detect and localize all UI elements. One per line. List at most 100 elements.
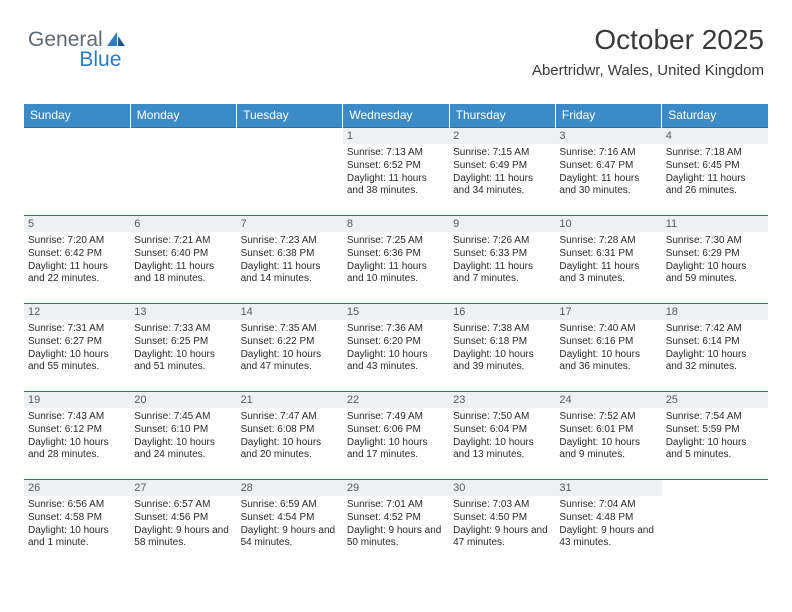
day-number: 16 — [449, 304, 555, 320]
sunrise-line: Sunrise: 7:52 AM — [559, 411, 657, 424]
sunrise-line: Sunrise: 7:49 AM — [347, 411, 445, 424]
day-details: Sunrise: 7:54 AMSunset: 5:59 PMDaylight:… — [662, 410, 768, 464]
daylight-line: Daylight: 10 hours and 39 minutes. — [453, 349, 551, 375]
day-number: 31 — [555, 480, 661, 496]
day-number: 1 — [343, 128, 449, 144]
daylight-line: Daylight: 10 hours and 5 minutes. — [666, 437, 764, 463]
day-number: 23 — [449, 392, 555, 408]
daylight-line: Daylight: 10 hours and 28 minutes. — [28, 437, 126, 463]
sunrise-line: Sunrise: 7:50 AM — [453, 411, 551, 424]
sunset-line: Sunset: 6:29 PM — [666, 248, 764, 261]
daylight-line: Daylight: 10 hours and 1 minute. — [28, 525, 126, 551]
calendar-cell: 9Sunrise: 7:26 AMSunset: 6:33 PMDaylight… — [449, 216, 555, 304]
sunset-line: Sunset: 6:04 PM — [453, 424, 551, 437]
calendar-table: Sunday Monday Tuesday Wednesday Thursday… — [24, 104, 768, 568]
calendar-week-row: 26Sunrise: 6:56 AMSunset: 4:58 PMDayligh… — [24, 480, 768, 568]
daylight-line: Daylight: 11 hours and 10 minutes. — [347, 261, 445, 287]
day-details: Sunrise: 7:38 AMSunset: 6:18 PMDaylight:… — [449, 322, 555, 376]
calendar-cell: 27Sunrise: 6:57 AMSunset: 4:56 PMDayligh… — [130, 480, 236, 568]
daylight-line: Daylight: 11 hours and 26 minutes. — [666, 173, 764, 199]
day-details: Sunrise: 7:16 AMSunset: 6:47 PMDaylight:… — [555, 146, 661, 200]
day-details: Sunrise: 7:18 AMSunset: 6:45 PMDaylight:… — [662, 146, 768, 200]
sunset-line: Sunset: 6:25 PM — [134, 336, 232, 349]
day-number: 30 — [449, 480, 555, 496]
daylight-line: Daylight: 10 hours and 32 minutes. — [666, 349, 764, 375]
sunrise-line: Sunrise: 7:31 AM — [28, 323, 126, 336]
daylight-line: Daylight: 11 hours and 3 minutes. — [559, 261, 657, 287]
day-details: Sunrise: 7:31 AMSunset: 6:27 PMDaylight:… — [24, 322, 130, 376]
day-details: Sunrise: 7:45 AMSunset: 6:10 PMDaylight:… — [130, 410, 236, 464]
calendar-week-row: 12Sunrise: 7:31 AMSunset: 6:27 PMDayligh… — [24, 304, 768, 392]
sunset-line: Sunset: 6:10 PM — [134, 424, 232, 437]
daylight-line: Daylight: 10 hours and 43 minutes. — [347, 349, 445, 375]
day-details: Sunrise: 7:42 AMSunset: 6:14 PMDaylight:… — [662, 322, 768, 376]
calendar-cell: 29Sunrise: 7:01 AMSunset: 4:52 PMDayligh… — [343, 480, 449, 568]
sunset-line: Sunset: 6:20 PM — [347, 336, 445, 349]
sunset-line: Sunset: 6:49 PM — [453, 160, 551, 173]
calendar-week-row: 19 Sunrise: 7:43 AMSunset: 6:12 PMDayligh… — [24, 392, 768, 480]
day-number: 4 — [662, 128, 768, 144]
calendar-cell: 10Sunrise: 7:28 AMSunset: 6:31 PMDayligh… — [555, 216, 661, 304]
day-number: 12 — [24, 304, 130, 320]
daylight-line: Daylight: 11 hours and 38 minutes. — [347, 173, 445, 199]
sunrise-line: Sunrise: 7:33 AM — [134, 323, 232, 336]
sunset-line: Sunset: 6:33 PM — [453, 248, 551, 261]
daylight-line: Daylight: 10 hours and 9 minutes. — [559, 437, 657, 463]
sunrise-line: Sunrise: 7:26 AM — [453, 235, 551, 248]
calendar-cell: 28Sunrise: 6:59 AMSunset: 4:54 PMDayligh… — [237, 480, 343, 568]
sunrise-line: Sunrise: 7:01 AM — [347, 499, 445, 512]
calendar-cell: 2Sunrise: 7:15 AMSunset: 6:49 PMDaylight… — [449, 128, 555, 216]
day-number: 7 — [237, 216, 343, 232]
sunset-line: Sunset: 6:31 PM — [559, 248, 657, 261]
sunset-line: Sunset: 6:27 PM — [28, 336, 126, 349]
calendar-cell: 18Sunrise: 7:42 AMSunset: 6:14 PMDayligh… — [662, 304, 768, 392]
sunrise-line: Sunrise: 7:03 AM — [453, 499, 551, 512]
daylight-line: Daylight: 11 hours and 18 minutes. — [134, 261, 232, 287]
calendar-cell: 26Sunrise: 6:56 AMSunset: 4:58 PMDayligh… — [24, 480, 130, 568]
sunset-line: Sunset: 4:50 PM — [453, 512, 551, 525]
calendar-cell — [237, 128, 343, 216]
day-header: Wednesday — [343, 104, 449, 128]
sunrise-line: Sunrise: 7:04 AM — [559, 499, 657, 512]
daylight-line: Daylight: 10 hours and 13 minutes. — [453, 437, 551, 463]
day-header: Monday — [130, 104, 236, 128]
day-number: 20 — [130, 392, 236, 408]
day-number: 8 — [343, 216, 449, 232]
day-details: Sunrise: 7:50 AMSunset: 6:04 PMDaylight:… — [449, 410, 555, 464]
sunrise-line: Sunrise: 7:21 AM — [134, 235, 232, 248]
day-details: Sunrise: 7:04 AMSunset: 4:48 PMDaylight:… — [555, 498, 661, 552]
sunrise-line: Sunrise: 7:20 AM — [28, 235, 126, 248]
sunrise-line: Sunrise: 7:23 AM — [241, 235, 339, 248]
daylight-line: Daylight: 11 hours and 14 minutes. — [241, 261, 339, 287]
calendar-week-row: 1Sunrise: 7:13 AMSunset: 6:52 PMDaylight… — [24, 128, 768, 216]
day-number: 2 — [449, 128, 555, 144]
day-number: 19 — [24, 392, 130, 408]
day-number: 22 — [343, 392, 449, 408]
calendar-cell: 7 Sunrise: 7:23 AMSunset: 6:38 PMDaylight… — [237, 216, 343, 304]
day-details: Sunrise: 7:49 AMSunset: 6:06 PMDaylight:… — [343, 410, 449, 464]
sunrise-line: Sunrise: 7:18 AM — [666, 147, 764, 160]
daylight-line: Daylight: 10 hours and 24 minutes. — [134, 437, 232, 463]
calendar-cell: 25Sunrise: 7:54 AMSunset: 5:59 PMDayligh… — [662, 392, 768, 480]
day-details: Sunrise: 7:52 AMSunset: 6:01 PMDaylight:… — [555, 410, 661, 464]
sunset-line: Sunset: 6:38 PM — [241, 248, 339, 261]
daylight-line: Daylight: 11 hours and 30 minutes. — [559, 173, 657, 199]
day-details: Sunrise: 6:57 AMSunset: 4:56 PMDaylight:… — [130, 498, 236, 552]
day-details: Sunrise: 7:30 AMSunset: 6:29 PMDaylight:… — [662, 234, 768, 288]
calendar-cell: 3Sunrise: 7:16 AMSunset: 6:47 PMDaylight… — [555, 128, 661, 216]
day-details: Sunrise: 7:20 AMSunset: 6:42 PMDaylight:… — [24, 234, 130, 288]
day-details: Sunrise: 7:43 AMSunset: 6:12 PMDaylight:… — [24, 410, 130, 464]
day-header-row: Sunday Monday Tuesday Wednesday Thursday… — [24, 104, 768, 128]
daylight-line: Daylight: 10 hours and 47 minutes. — [241, 349, 339, 375]
sunrise-line: Sunrise: 7:54 AM — [666, 411, 764, 424]
day-number: 9 — [449, 216, 555, 232]
day-details: Sunrise: 7:35 AMSunset: 6:22 PMDaylight:… — [237, 322, 343, 376]
calendar-cell: 5Sunrise: 7:20 AMSunset: 6:42 PMDaylight… — [24, 216, 130, 304]
header: October 2025 Abertridwr, Wales, United K… — [532, 24, 764, 79]
sunrise-line: Sunrise: 7:16 AM — [559, 147, 657, 160]
sunset-line: Sunset: 6:36 PM — [347, 248, 445, 261]
sunset-line: Sunset: 5:59 PM — [666, 424, 764, 437]
day-number: 29 — [343, 480, 449, 496]
day-number: 6 — [130, 216, 236, 232]
day-details: Sunrise: 7:28 AMSunset: 6:31 PMDaylight:… — [555, 234, 661, 288]
